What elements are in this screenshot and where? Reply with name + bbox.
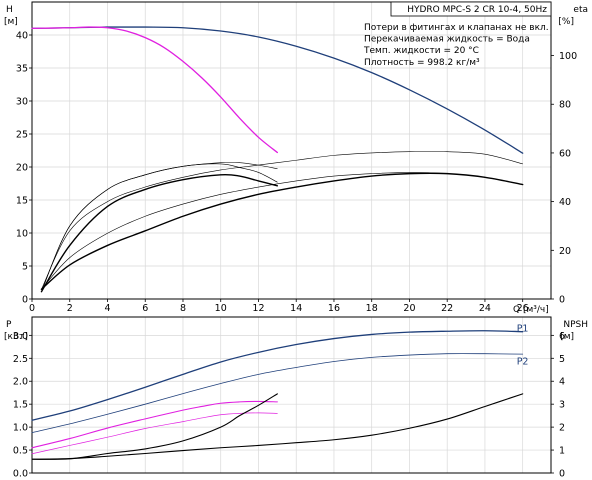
y2-tick-label: 80: [559, 100, 571, 111]
x-tick-label: 0: [29, 303, 35, 314]
y2-tick-label: 4: [559, 377, 565, 388]
conditions-notes: Потери в фитингах и клапанах не вкл. Пер…: [363, 23, 549, 68]
series-line-3: [31, 412, 278, 455]
power-plot-frame: [31, 316, 552, 474]
series-line-4: [41, 163, 278, 292]
curve-label: P2: [517, 357, 529, 368]
y2-tick-label: 0: [559, 295, 565, 306]
y2-tick-label: 20: [559, 246, 571, 257]
series-line-7: [40, 172, 524, 290]
npsh-axis-unit: [м]: [560, 332, 574, 342]
y-tick-label: 5: [22, 262, 28, 273]
x-tick-label: 14: [290, 303, 302, 314]
y-tick-label: 2.5: [13, 354, 28, 365]
y-tick-label: 40: [16, 31, 28, 42]
power-curve-labels: P1 P2: [517, 323, 529, 367]
y2-tick-label: 0: [559, 469, 565, 480]
series-line-3: [40, 173, 279, 293]
power-grid: [31, 317, 551, 474]
power-tick-labels: 0.0 0.5 1.0 1.5 2.0 2.5 3.0 0 1 2 3 4 5 6: [13, 331, 565, 480]
y2-tick-label: 1: [559, 446, 565, 457]
series-line-0: [31, 26, 524, 154]
y-tick-label: 10: [16, 229, 28, 240]
power-axis-unit: [кВт]: [4, 332, 28, 342]
eta-axis-unit: [%]: [558, 17, 574, 27]
y-tick-label: 35: [16, 64, 28, 75]
head-grid: [31, 2, 551, 300]
y-tick-label: 30: [16, 97, 28, 108]
head-axis-label: H: [6, 5, 13, 15]
x-tick-label: 18: [366, 303, 378, 314]
y-tick-label: 0: [22, 295, 28, 306]
x-tick-label: 12: [252, 303, 264, 314]
head-plot-frame: [31, 1, 552, 300]
y-tick-label: 1.0: [13, 423, 28, 434]
y-tick-label: 1.5: [13, 400, 28, 411]
y-tick-label: 15: [16, 196, 28, 207]
series-line-0: [31, 330, 524, 421]
power-axis-label: P: [6, 320, 12, 330]
x-tick-label: 4: [104, 303, 110, 314]
x-tick-label: 16: [328, 303, 340, 314]
series-line-2: [31, 400, 278, 449]
y-tick-label: 2.0: [13, 377, 28, 388]
y-tick-label: 25: [16, 130, 28, 141]
series-line-2: [41, 161, 278, 292]
y2-tick-label: 3: [559, 400, 565, 411]
power-series-group: [31, 330, 524, 460]
series-line-5: [41, 151, 523, 290]
curve-label: P1: [517, 323, 529, 334]
note-line: Потери в фитингах и клапанах не вкл.: [364, 23, 549, 33]
series-line-1: [31, 26, 278, 154]
y2-tick-label: 40: [559, 197, 571, 208]
x-tick-label: 10: [215, 303, 227, 314]
x-tick-label: 26: [517, 303, 529, 314]
x-tick-label: 24: [479, 303, 491, 314]
y-tick-label: 20: [16, 163, 28, 174]
x-tick-label: 2: [67, 303, 73, 314]
head-series-group: [31, 26, 524, 293]
y2-tick-label: 100: [559, 51, 577, 62]
power-npsh-panel: 0.0 0.5 1.0 1.5 2.0 2.5 3.0 0 1 2 3 4 5 6 P1 P2 P [кВт…: [4, 316, 588, 480]
y2-tick-label: 6: [559, 331, 565, 342]
y-tick-label: 0.5: [13, 446, 28, 457]
y2-tick-label: 60: [559, 148, 571, 159]
eta-axis-label: eta: [573, 5, 588, 15]
chart-title: HYDRO MPC-S 2 CR 10-4, 50Hz: [407, 5, 547, 15]
note-line: Темп. жидкости = 20 °C: [363, 46, 479, 56]
note-line: Плотность = 998.2 кг/м³: [364, 58, 480, 68]
npsh-axis-label: NPSH: [563, 320, 588, 330]
note-line: Перекачиваемая жидкость = Вода: [364, 35, 530, 45]
flow-axis-unit: Q [м³/ч]: [513, 305, 549, 315]
y2-tick-label: 2: [559, 423, 565, 434]
y2-tick-label: 5: [559, 354, 565, 365]
x-tick-label: 6: [142, 303, 148, 314]
y-tick-label: 0.0: [13, 469, 28, 480]
head-axis-unit: [м]: [4, 17, 18, 27]
x-tick-label: 20: [403, 303, 415, 314]
series-line-1: [31, 353, 524, 434]
x-tick-label: 8: [180, 303, 186, 314]
chart-title-box: [390, 1, 552, 17]
y-tick-label: 3.0: [13, 331, 28, 342]
series-line-5: [31, 393, 524, 460]
x-tick-label: 22: [441, 303, 453, 314]
